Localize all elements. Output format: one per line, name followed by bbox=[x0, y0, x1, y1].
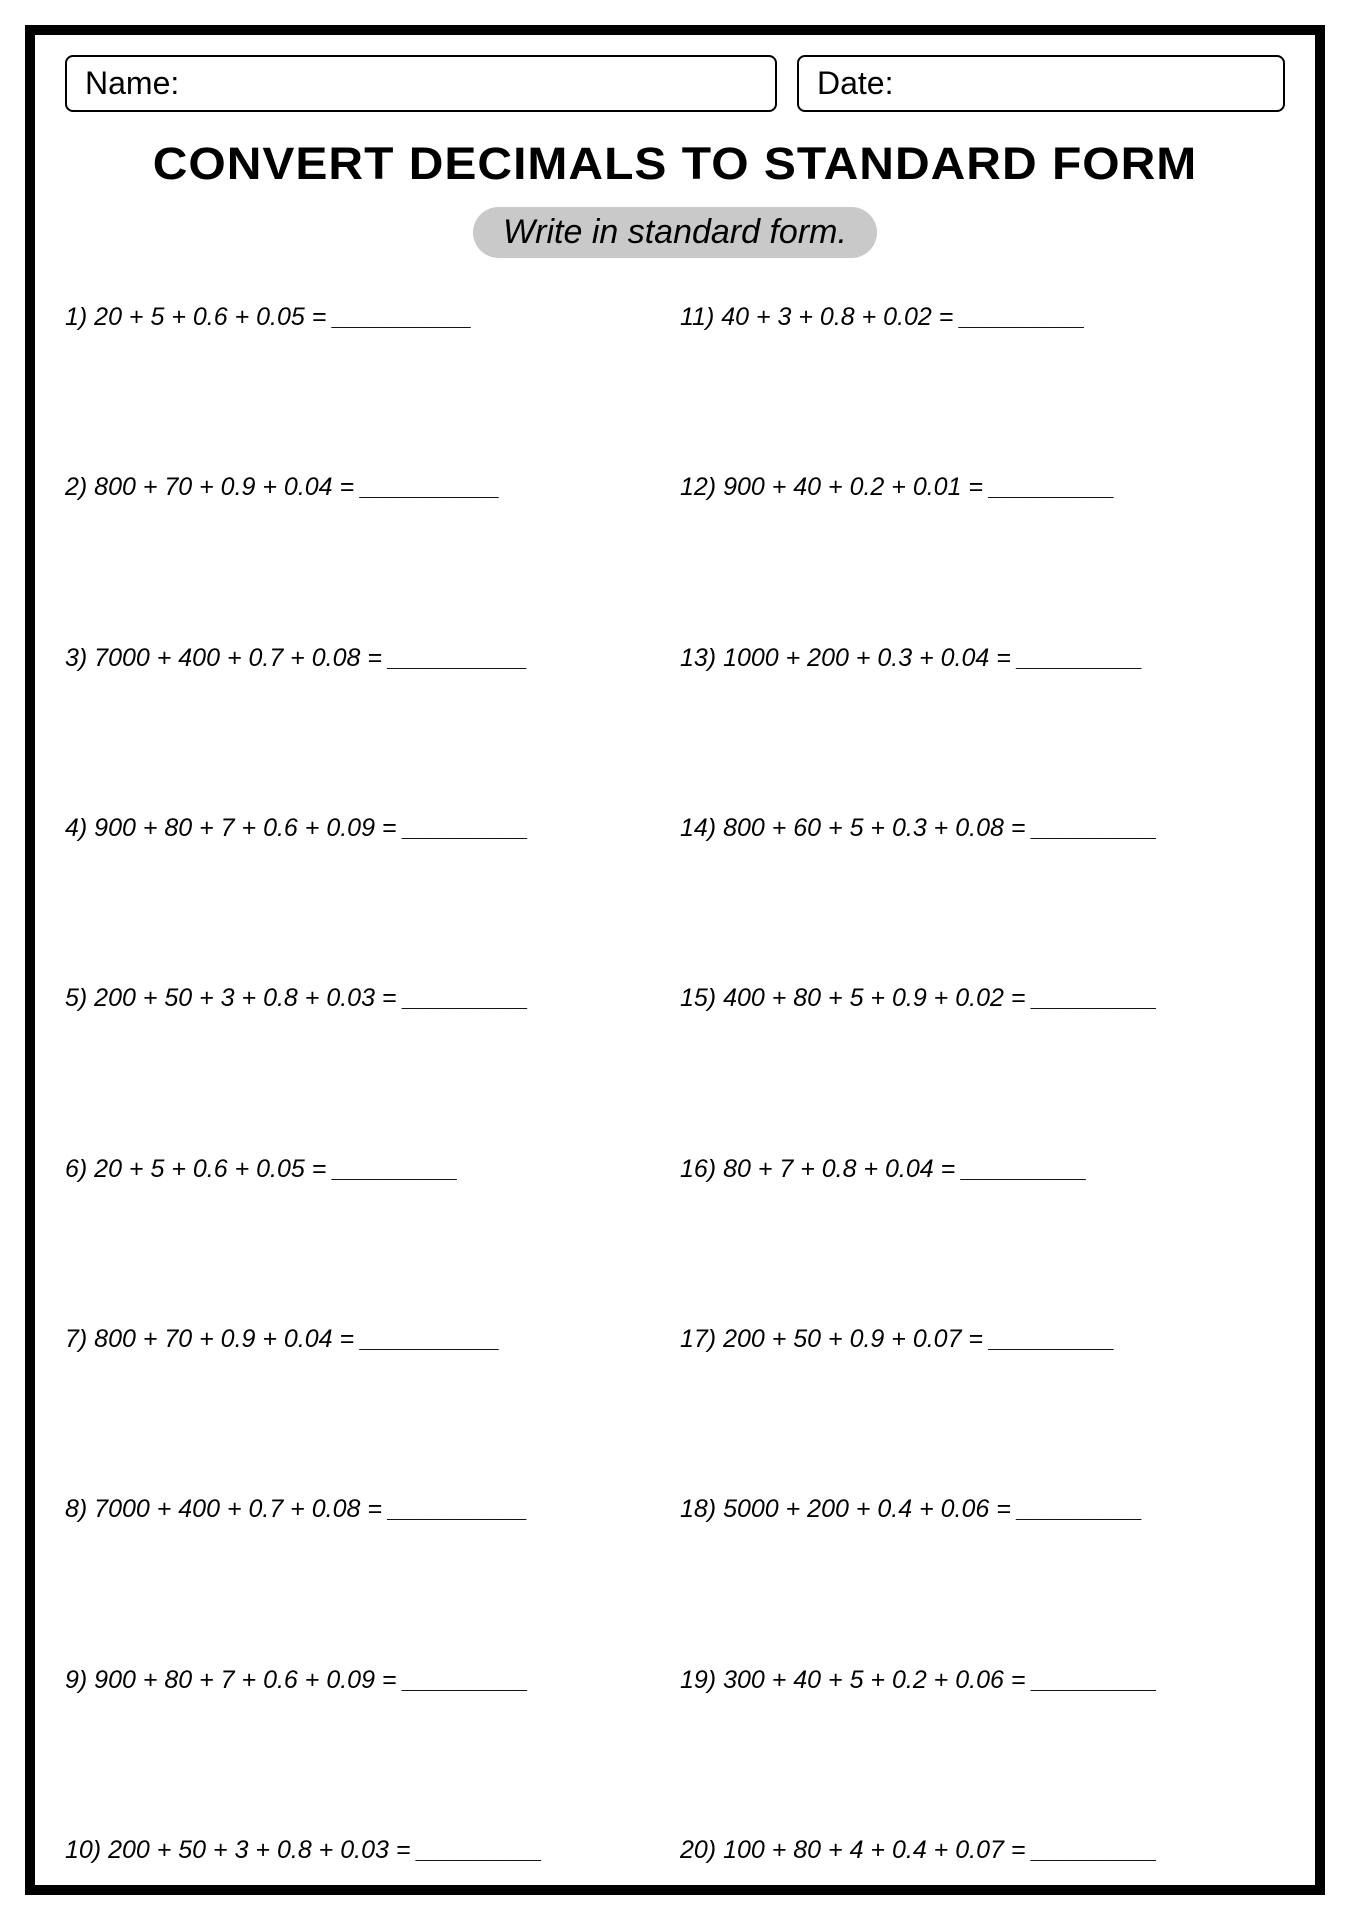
problem-item: 11) 40 + 3 + 0.8 + 0.02 = _________ bbox=[680, 303, 1285, 332]
left-column: 1) 20 + 5 + 0.6 + 0.05 = __________ 2) 8… bbox=[65, 303, 670, 1865]
problem-item: 5) 200 + 50 + 3 + 0.8 + 0.03 = _________ bbox=[65, 984, 670, 1013]
problem-item: 19) 300 + 40 + 5 + 0.2 + 0.06 = ________… bbox=[680, 1666, 1285, 1695]
problem-item: 18) 5000 + 200 + 0.4 + 0.06 = _________ bbox=[680, 1495, 1285, 1524]
problem-item: 13) 1000 + 200 + 0.3 + 0.04 = _________ bbox=[680, 644, 1285, 673]
problem-item: 7) 800 + 70 + 0.9 + 0.04 = __________ bbox=[65, 1325, 670, 1354]
problem-item: 9) 900 + 80 + 7 + 0.6 + 0.09 = _________ bbox=[65, 1666, 670, 1695]
subtitle: Write in standard form. bbox=[473, 207, 877, 258]
problem-item: 2) 800 + 70 + 0.9 + 0.04 = __________ bbox=[65, 473, 670, 502]
worksheet-page: Name: Date: CONVERT DECIMALS TO STANDARD… bbox=[25, 25, 1325, 1895]
page-title: CONVERT DECIMALS TO STANDARD FORM bbox=[65, 138, 1285, 190]
name-field[interactable]: Name: bbox=[65, 55, 777, 112]
subtitle-wrap: Write in standard form. bbox=[65, 207, 1285, 258]
problem-item: 4) 900 + 80 + 7 + 0.6 + 0.09 = _________ bbox=[65, 814, 670, 843]
problem-item: 14) 800 + 60 + 5 + 0.3 + 0.08 = ________… bbox=[680, 814, 1285, 843]
problem-item: 20) 100 + 80 + 4 + 0.4 + 0.07 = ________… bbox=[680, 1836, 1285, 1865]
problem-item: 8) 7000 + 400 + 0.7 + 0.08 = __________ bbox=[65, 1495, 670, 1524]
problems-container: 1) 20 + 5 + 0.6 + 0.05 = __________ 2) 8… bbox=[65, 303, 1285, 1865]
header-row: Name: Date: bbox=[65, 55, 1285, 112]
problem-item: 16) 80 + 7 + 0.8 + 0.04 = _________ bbox=[680, 1155, 1285, 1184]
right-column: 11) 40 + 3 + 0.8 + 0.02 = _________ 12) … bbox=[680, 303, 1285, 1865]
problem-item: 6) 20 + 5 + 0.6 + 0.05 = _________ bbox=[65, 1155, 670, 1184]
problem-item: 1) 20 + 5 + 0.6 + 0.05 = __________ bbox=[65, 303, 670, 332]
problem-item: 10) 200 + 50 + 3 + 0.8 + 0.03 = ________… bbox=[65, 1836, 670, 1865]
problem-item: 3) 7000 + 400 + 0.7 + 0.08 = __________ bbox=[65, 644, 670, 673]
problem-item: 17) 200 + 50 + 0.9 + 0.07 = _________ bbox=[680, 1325, 1285, 1354]
problem-item: 15) 400 + 80 + 5 + 0.9 + 0.02 = ________… bbox=[680, 984, 1285, 1013]
problem-item: 12) 900 + 40 + 0.2 + 0.01 = _________ bbox=[680, 473, 1285, 502]
date-field[interactable]: Date: bbox=[797, 55, 1285, 112]
